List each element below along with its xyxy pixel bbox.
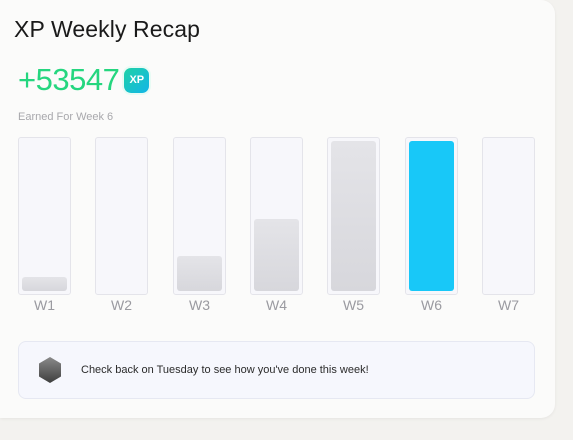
weekly-bars: W1 W2 W3 W4 W5 W6 W7 [18, 137, 535, 317]
week-label: W4 [266, 297, 287, 313]
hexagon-badge-icon [39, 357, 61, 383]
bar-fill [22, 277, 67, 291]
bar-track [173, 137, 226, 295]
card-title: XP Weekly Recap [14, 16, 201, 42]
xp-weekly-recap-card: XP Weekly Recap +53547 XP Earned For Wee… [0, 0, 555, 418]
bar-fill [254, 219, 299, 291]
week-label: W3 [189, 297, 210, 313]
earned-week-label: Earned For Week 6 [18, 111, 114, 123]
xp-total-row: +53547 XP [18, 62, 150, 98]
xp-badge-icon: XP [124, 67, 150, 93]
xp-value: +53547 [18, 62, 120, 97]
bar-track [18, 137, 71, 295]
week-label: W7 [498, 297, 519, 313]
bar-track [95, 137, 148, 295]
week-label: W5 [343, 297, 364, 313]
bar-track [482, 137, 535, 295]
week-label: W1 [34, 297, 55, 313]
bar-track [405, 137, 458, 295]
week-label: W2 [111, 297, 132, 313]
bar-fill [331, 141, 376, 291]
bar-fill-current [409, 141, 454, 291]
bar-fill [177, 256, 222, 291]
bar-track [250, 137, 303, 295]
week-label: W6 [421, 297, 442, 313]
notice-text: Check back on Tuesday to see how you've … [81, 364, 369, 376]
notice-banner: Check back on Tuesday to see how you've … [18, 341, 535, 399]
bar-track [327, 137, 380, 295]
